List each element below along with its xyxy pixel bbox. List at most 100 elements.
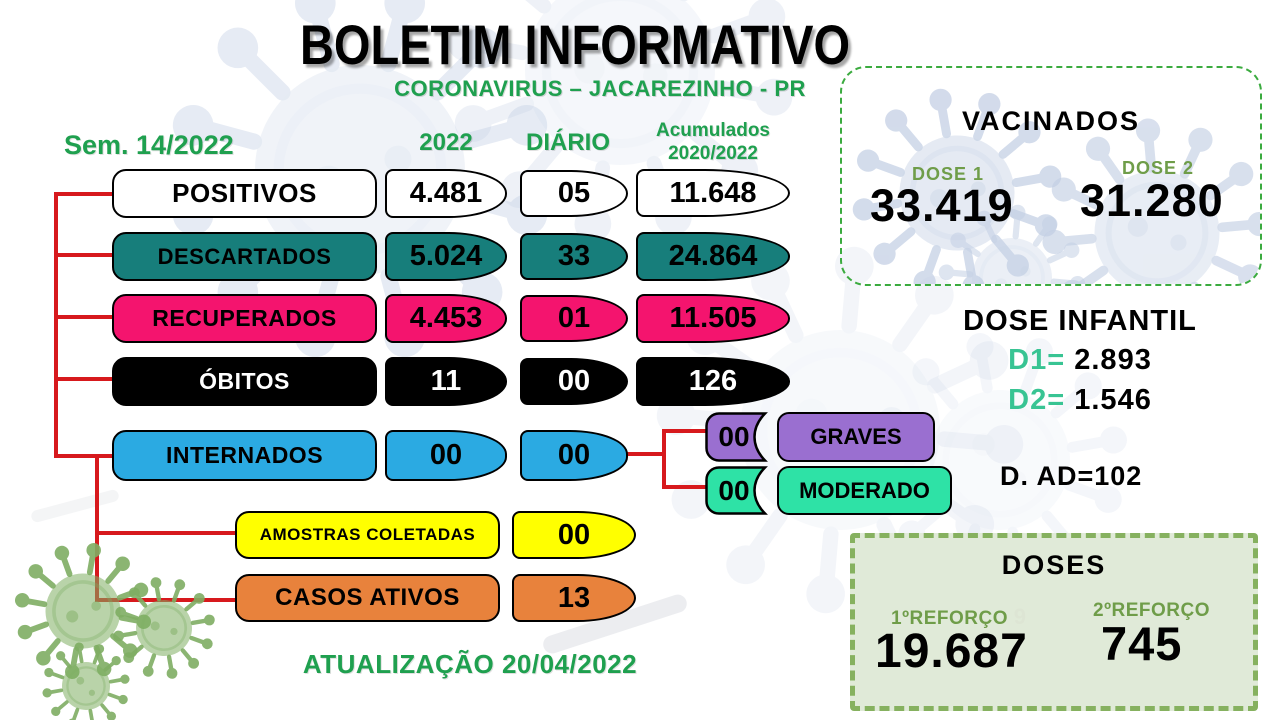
value-text: 00 — [557, 439, 591, 471]
row-label-recuperados: RECUPERADOS — [112, 294, 377, 343]
value-obitos-2022: 11 — [385, 357, 507, 406]
concave-badge-shape — [705, 466, 768, 515]
row-label-amostras: AMOSTRAS COLETADAS — [235, 511, 500, 559]
value-text: 4.453 — [409, 302, 483, 334]
value-text: 00 — [718, 474, 750, 506]
connector-line — [54, 192, 58, 458]
value-text: 01 — [557, 302, 591, 334]
value-text: 00 — [429, 439, 463, 471]
child-dose-d1: D1= 2.893 — [935, 344, 1225, 377]
value-amostras: 00 — [512, 511, 636, 559]
dose1-value: 33.419 — [870, 180, 1014, 231]
value-positivos-2022: 4.481 — [385, 169, 507, 218]
value-recuperados-accum: 11.505 — [636, 294, 790, 343]
row-label-descartados: DESCARTADOS — [112, 232, 377, 281]
page-subtitle: CORONAVIRUS – JACAREZINHO - PR — [394, 76, 806, 101]
connector-line — [662, 485, 706, 489]
background-swoosh — [29, 488, 121, 524]
value-obitos-accum: 126 — [636, 357, 790, 406]
page-title: BOLETIM INFORMATIVO — [299, 13, 851, 76]
d2-label: D2= — [1008, 384, 1066, 416]
week-label: Sem. 14/2022 — [64, 130, 234, 160]
accum-line2: 2020/2022 — [668, 142, 758, 164]
row-label-internados: INTERNADOS — [112, 430, 377, 481]
row-label-moderado: MODERADO — [777, 466, 952, 515]
column-header-2022: 2022 — [419, 129, 473, 156]
d2-value: 1.546 — [1074, 384, 1152, 416]
value-positivos-daily: 05 — [520, 170, 628, 217]
value-text: 24.864 — [668, 240, 758, 272]
value-text: 5.024 — [409, 240, 483, 272]
value-text: 11 — [430, 365, 462, 397]
value-text: 13 — [557, 581, 591, 614]
virus-cluster-icon — [38, 638, 134, 720]
connector-line — [622, 452, 666, 456]
row-label-text: MODERADO — [799, 477, 930, 503]
row-label-graves: GRAVES — [777, 412, 935, 462]
booster2-value: 745 — [1101, 617, 1183, 670]
concave-badge-shape — [705, 412, 768, 462]
value-internados-daily: 00 — [520, 430, 628, 481]
connector-line — [54, 315, 114, 319]
value-text: 00 — [557, 518, 591, 551]
adolescent-dose-value: D. AD=102 — [1000, 461, 1143, 491]
value-recuperados-2022: 4.453 — [385, 294, 507, 343]
ghost-digit: 9 — [1013, 604, 1027, 629]
row-label-text: POSITIVOS — [172, 178, 317, 208]
virus-cluster-icon — [8, 536, 158, 686]
booster-doses-panel: DOSES 1ºREFORÇO 9 2ºREFORÇO 19.687 745 — [850, 533, 1258, 711]
virus-cluster-icon — [108, 572, 220, 684]
value-text: 11.505 — [669, 302, 757, 334]
update-date-label: ATUALIZAÇÃO 20/04/2022 — [302, 649, 638, 679]
connector-line — [54, 192, 114, 196]
row-label-casos-ativos: CASOS ATIVOS — [235, 574, 500, 622]
value-text: 00 — [557, 365, 591, 397]
booster2-label: 2ºREFORÇO — [1093, 600, 1211, 621]
value-descartados-accum: 24.864 — [636, 232, 790, 281]
d1-label: D1= — [1008, 344, 1066, 376]
column-header-daily: DIÁRIO — [526, 129, 610, 156]
value-text: 126 — [688, 365, 738, 397]
value-descartados-daily: 33 — [520, 233, 628, 280]
value-graves: 00 — [705, 412, 773, 462]
dose2-value: 31.280 — [1080, 175, 1224, 226]
child-dose-title: DOSE INFANTIL — [963, 305, 1197, 337]
connector-line — [95, 598, 237, 602]
connector-line — [662, 429, 666, 489]
d1-value: 2.893 — [1074, 344, 1152, 376]
value-moderado: 00 — [705, 466, 773, 515]
connector-line — [662, 429, 706, 433]
value-recuperados-daily: 01 — [520, 295, 628, 342]
row-label-text: INTERNADOS — [165, 442, 324, 468]
connector-line — [54, 377, 114, 381]
row-label-positivos: POSITIVOS — [112, 169, 377, 218]
dose1-label: DOSE 1 — [912, 164, 985, 184]
booster1-label-text: 1ºREFORÇO — [891, 608, 1009, 629]
row-label-text: GRAVES — [810, 424, 902, 449]
value-text: 11.648 — [669, 176, 757, 209]
doses-title: DOSES — [1001, 550, 1107, 580]
value-text: 05 — [557, 177, 591, 209]
row-label-text: DESCARTADOS — [157, 243, 332, 269]
vaccinated-panel: VACINADOS DOSE 1 DOSE 2 33.419 31.280 — [840, 66, 1262, 286]
connector-line — [54, 253, 114, 257]
value-text: 33 — [557, 240, 591, 272]
column-header-accumulated: Acumulados 2020/2022 — [636, 120, 790, 166]
value-obitos-daily: 00 — [520, 358, 628, 405]
booster1-label: 1ºREFORÇO 9 — [891, 604, 1027, 630]
row-label-text: RECUPERADOS — [152, 305, 337, 331]
row-label-text: CASOS ATIVOS — [275, 584, 460, 611]
value-positivos-accum: 11.648 — [636, 169, 790, 217]
connector-line — [95, 531, 237, 535]
dose2-label: DOSE 2 — [1122, 158, 1195, 178]
connector-line — [95, 454, 99, 602]
value-descartados-2022: 5.024 — [385, 232, 507, 281]
value-text: 4.481 — [409, 177, 483, 209]
connector-line — [54, 454, 114, 458]
value-casos-ativos: 13 — [512, 574, 636, 622]
row-label-obitos: ÓBITOS — [112, 357, 377, 406]
booster1-value: 19.687 — [875, 625, 1028, 678]
vaccinated-title: VACINADOS — [961, 106, 1140, 136]
child-dose-d2: D2= 1.546 — [935, 384, 1225, 417]
